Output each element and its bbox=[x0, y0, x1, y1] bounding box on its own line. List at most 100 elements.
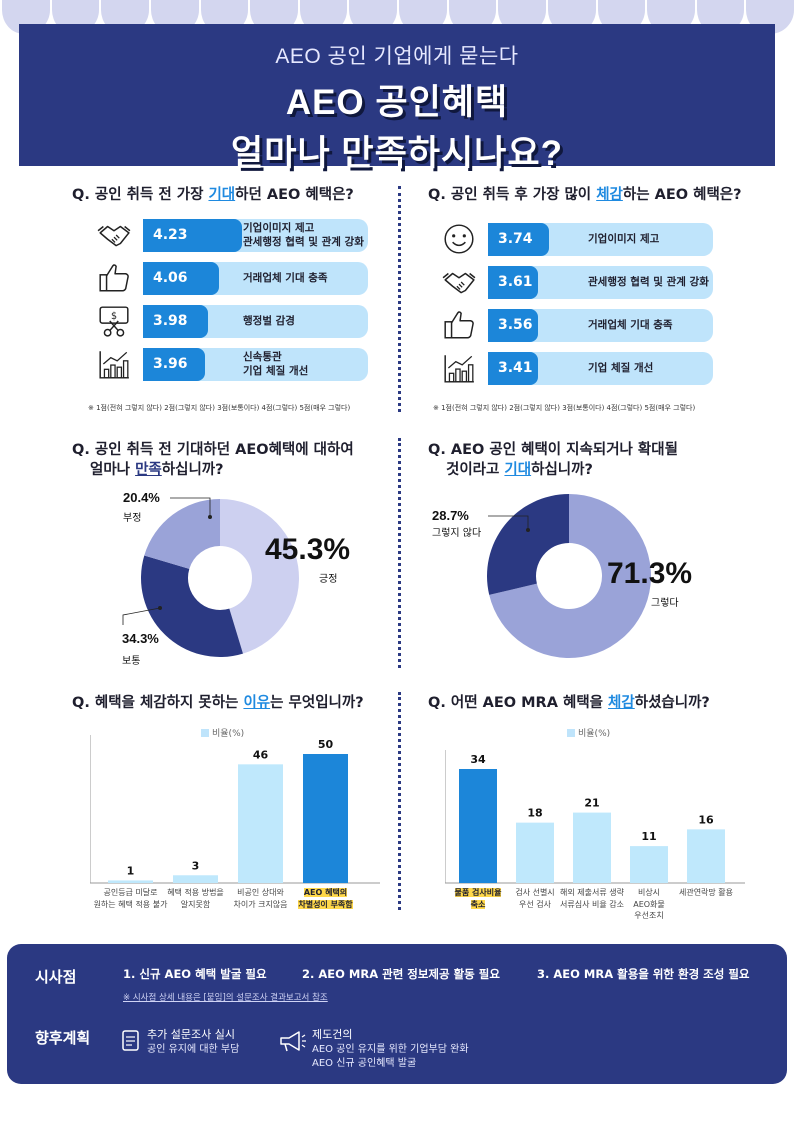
plan2-subtitle-1: AEO 공인 유지를 위한 기업부담 완화 bbox=[312, 1044, 469, 1055]
q6-category-text: 검사 선별시 우선 검사 bbox=[515, 888, 555, 909]
q6-category-text: 해외 제출서류 생략 서류심사 비율 감소 bbox=[560, 888, 624, 909]
q1-bar: 4.23 bbox=[143, 219, 242, 252]
q1-title-highlight: 기대 bbox=[208, 187, 236, 203]
growth-chart-icon bbox=[440, 351, 482, 386]
plan1-title: 추가 설문조사 실시 bbox=[147, 1028, 235, 1041]
q4-slice bbox=[487, 494, 569, 595]
thumbs-up-icon bbox=[95, 261, 137, 296]
survey-document-icon bbox=[122, 1030, 139, 1051]
header-title-line2: 얼마나 만족하시나요? bbox=[231, 134, 563, 173]
q4-donut-chart bbox=[487, 494, 651, 658]
q5-bar bbox=[303, 754, 348, 883]
q1-bar-row: 3.96 신속통관 기업 체질 개선 bbox=[95, 347, 368, 382]
q1-bar: 4.06 bbox=[143, 262, 219, 295]
q5-category-text: 공인등급 미달로 원하는 혜택 적용 불가 bbox=[93, 888, 168, 909]
q6-data-label: 21 bbox=[584, 797, 599, 810]
q2-bar: 3.56 bbox=[488, 309, 538, 342]
q5-title-suffix: 는 무엇입니까? bbox=[270, 695, 364, 711]
q5-category-label: 공인등급 미달로 원하는 혜택 적용 불가 bbox=[83, 887, 179, 910]
q2-bar-row: 3.56 거래업체 기대 충족 bbox=[440, 308, 713, 343]
q6-legend: 비율(%) bbox=[567, 726, 610, 739]
q2-title: Q. 공인 취득 후 가장 많이 체감하는 AEO 혜택은? bbox=[428, 186, 742, 206]
q3-negative-label: 부정 bbox=[123, 513, 142, 524]
plan2-title: 제도건의 bbox=[312, 1028, 353, 1041]
q1-title-suffix: 하던 AEO 혜택은? bbox=[235, 187, 354, 203]
q6-title-highlight: 체감 bbox=[608, 695, 635, 711]
q5-legend: 비율(%) bbox=[201, 726, 244, 739]
q6-category-label: 물품 검사비율 축소 bbox=[430, 887, 526, 910]
q6-category-label: 비상시 AEO화물 우선조치 bbox=[601, 887, 697, 922]
q6-title-prefix: Q. 어떤 AEO MRA 혜택을 bbox=[428, 695, 609, 711]
q2-bar: 3.74 bbox=[488, 223, 549, 256]
q6-category-label: 검사 선별시 우선 검사 bbox=[487, 887, 583, 910]
q6-category-text: 비상시 AEO화물 우선조치 bbox=[633, 888, 665, 921]
q2-bar: 3.61 bbox=[488, 266, 538, 299]
q5-data-label: 3 bbox=[192, 859, 200, 872]
money-cut-icon: $ bbox=[95, 304, 137, 339]
q2-title-prefix: Q. 공인 취득 후 가장 많이 bbox=[428, 187, 597, 203]
q6-title-suffix: 하셨습니까? bbox=[634, 695, 710, 711]
q5-data-label: 46 bbox=[253, 748, 269, 761]
q1-bar-row: 4.06 거래업체 기대 충족 bbox=[95, 261, 368, 296]
q6-bar bbox=[573, 812, 611, 883]
svg-text:$: $ bbox=[111, 311, 117, 322]
q1-title-prefix: Q. 공인 취득 전 가장 bbox=[72, 187, 209, 203]
q4-no-pct: 28.7% bbox=[432, 508, 469, 523]
q6-category-label: 해외 제출서류 생략 서류심사 비율 감소 bbox=[544, 887, 640, 910]
q3-title: Q. 공인 취득 전 기대하던 AEO혜택에 대하여 얼마나 만족하십니까? bbox=[72, 441, 354, 480]
q4-title-line1: Q. AEO 공인 혜택이 지속되거나 확대될 bbox=[428, 442, 678, 458]
q4-title-highlight: 기대 bbox=[504, 461, 532, 478]
q2-bar-label: 관세행정 협력 및 관계 강화 bbox=[588, 275, 709, 288]
implication-point-2: 2. AEO MRA 관련 정보제공 활동 필요 bbox=[302, 967, 500, 981]
implications-footnote: ※ 시사점 상세 내용은 [붙임]의 설문조사 결과보고서 참조 bbox=[123, 993, 328, 1003]
header-title-line1: AEO 공인혜택 bbox=[285, 83, 509, 122]
q3-leader-lines bbox=[122, 497, 212, 625]
q4-yes-pct: 71.3% bbox=[607, 557, 693, 590]
q6-bar bbox=[516, 822, 554, 883]
q3-slice bbox=[144, 499, 220, 569]
q6-legend-swatch bbox=[567, 728, 575, 737]
q4-title: Q. AEO 공인 혜택이 지속되거나 확대될 것이라고 기대하십니까? bbox=[428, 441, 678, 480]
q3-neutral-pct: 34.3% bbox=[122, 631, 159, 646]
divider-top bbox=[398, 186, 401, 412]
q2-bar: 3.41 bbox=[488, 352, 538, 385]
q5-legend-label: 비율(%) bbox=[212, 729, 245, 739]
q5-bar-chart: 1 3 46 50 bbox=[90, 735, 380, 884]
q5-title-highlight: 이유 bbox=[243, 695, 271, 711]
q3-title-line1: Q. 공인 취득 전 기대하던 AEO혜택에 대하여 bbox=[72, 442, 354, 458]
q4-no-label: 그렇지 않다 bbox=[432, 528, 482, 539]
q3-title-highlight: 만족 bbox=[135, 461, 162, 478]
implication-point-3: 3. AEO MRA 활용을 위한 환경 조성 필요 bbox=[537, 967, 750, 981]
q2-bar-row: 3.61 관세행정 협력 및 관계 강화 bbox=[440, 265, 713, 300]
q3-positive-pct: 45.3% bbox=[265, 533, 351, 566]
implications-label: 시사점 bbox=[35, 968, 77, 986]
q2-title-suffix: 하는 AEO 혜택은? bbox=[622, 187, 742, 203]
handshake-icon bbox=[95, 218, 137, 253]
q6-bar bbox=[687, 829, 725, 883]
q1-scale-note: ※ 1점(전혀 그렇지 않다) 2점(그렇지 않다) 3점(보통이다) 4점(그… bbox=[88, 404, 351, 412]
q4-slice bbox=[489, 494, 651, 658]
q2-bar-label: 기업이미지 제고 bbox=[588, 232, 660, 245]
q5-bar bbox=[173, 875, 218, 883]
divider-bottom bbox=[398, 692, 401, 910]
q1-bar-row: $3.98 행정벌 감경 bbox=[95, 304, 368, 339]
q5-category-label: AEO 혜택의 차별성이 부족함 bbox=[278, 887, 374, 910]
thumbs-up-icon bbox=[440, 308, 482, 343]
summary-footer: 시사점 1. 신규 AEO 혜택 발굴 필요 2. AEO MRA 관련 정보제… bbox=[7, 944, 787, 1084]
q3-positive-label: 긍정 bbox=[319, 574, 338, 585]
plan2-subtitle-2: AEO 신규 공인혜택 발굴 bbox=[312, 1058, 417, 1069]
q6-legend-label: 비율(%) bbox=[578, 729, 611, 739]
q6-bar bbox=[459, 769, 497, 883]
q1-bar-label: 행정벌 감경 bbox=[243, 314, 295, 327]
q3-slice bbox=[220, 499, 299, 654]
q5-category-text: 혜택 적용 방법을 알지못함 bbox=[167, 888, 224, 909]
q4-yes-label: 그렇다 bbox=[651, 598, 679, 609]
q3-title-line2-prefix: 얼마나 bbox=[90, 461, 136, 478]
q6-category-label: 세관연락망 활용 bbox=[658, 887, 754, 899]
q6-data-label: 18 bbox=[527, 807, 542, 820]
divider-middle bbox=[398, 438, 401, 668]
q3-title-line2-suffix: 하십니까? bbox=[161, 461, 224, 478]
q6-bar-chart: 34 18 21 11 16 bbox=[445, 750, 745, 884]
plan1-subtitle: 공인 유지에 대한 부담 bbox=[147, 1044, 240, 1055]
smiley-icon bbox=[440, 222, 482, 257]
